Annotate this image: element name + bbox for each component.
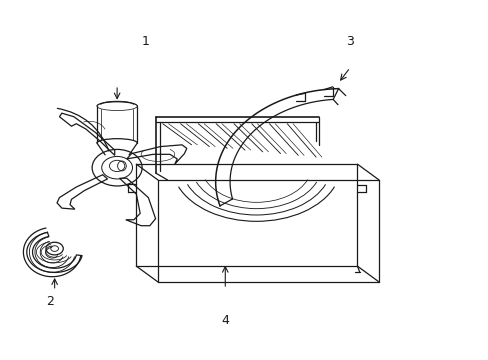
Text: 2: 2 [46, 295, 54, 308]
FancyArrowPatch shape [57, 108, 109, 151]
Text: 3: 3 [346, 35, 353, 48]
Text: 1: 1 [142, 35, 150, 48]
Text: 4: 4 [221, 314, 229, 327]
